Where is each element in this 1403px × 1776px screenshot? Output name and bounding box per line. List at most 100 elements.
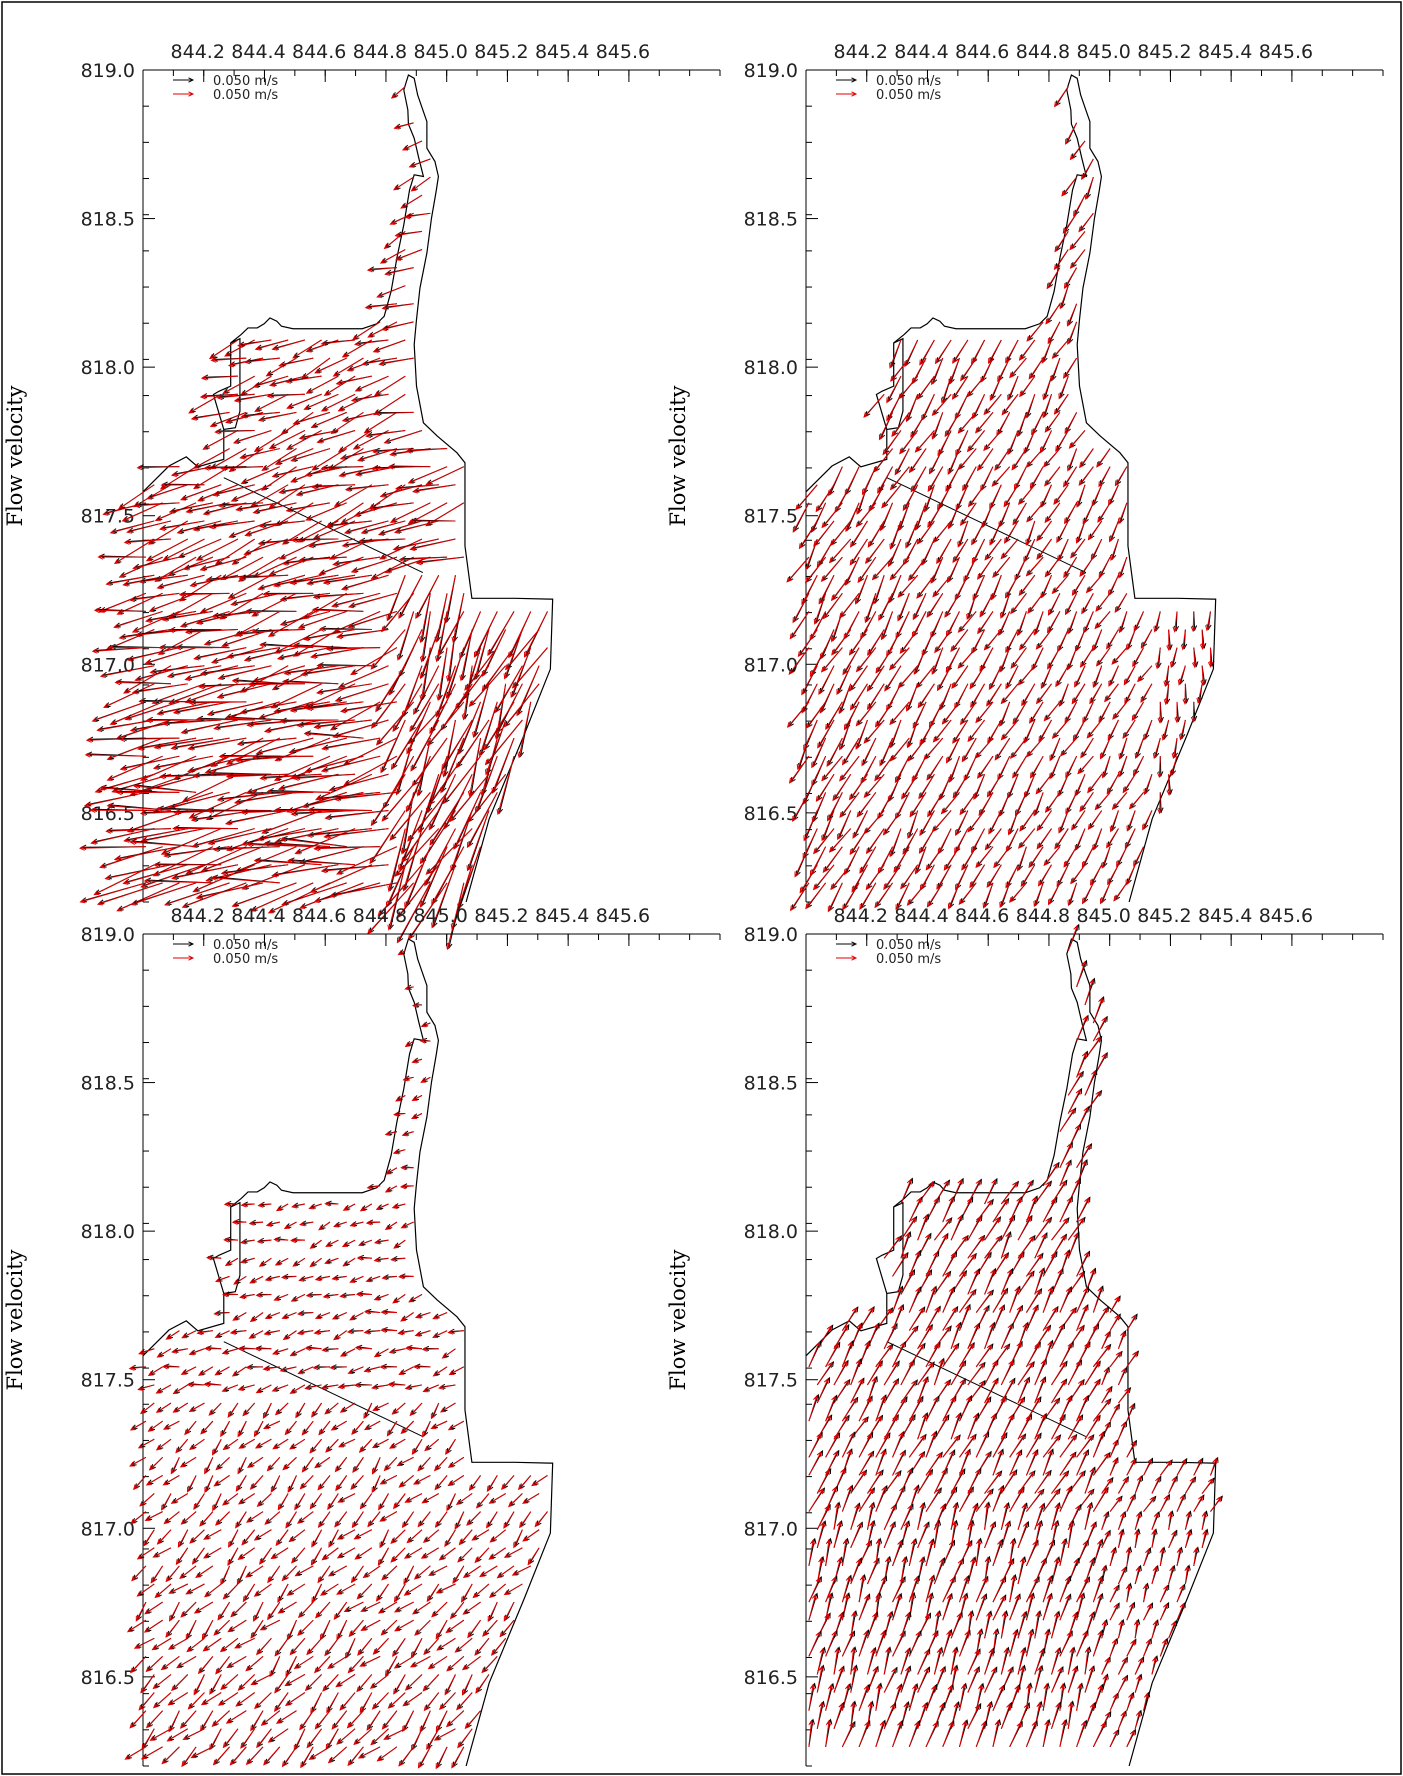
vector-arrow-red — [320, 1619, 331, 1641]
vector-arrow-red — [461, 1674, 473, 1696]
vector-arrow-red — [393, 1655, 414, 1669]
vector-arrow-red — [189, 1529, 205, 1544]
vector-arrow-red — [456, 1692, 473, 1711]
vector-arrow-red — [163, 1511, 180, 1525]
vector-arrow-red — [379, 1511, 398, 1522]
vector-arrow-red — [253, 1529, 272, 1541]
vector-arrow-red — [427, 1655, 448, 1670]
vector-arrow-red — [308, 538, 356, 549]
vector-arrow-red — [1005, 864, 1019, 889]
vector-arrow-red — [152, 1674, 172, 1690]
vector-arrow-red — [332, 357, 364, 377]
vector-arrow-red — [996, 412, 1011, 437]
vector-arrow-red — [310, 1547, 323, 1566]
vector-arrow-red — [932, 520, 952, 544]
vector-arrow-red — [314, 357, 347, 374]
vector-arrow-red — [1184, 1529, 1192, 1548]
vector-arrow-red — [1025, 448, 1044, 468]
vector-arrow-red — [1069, 231, 1086, 251]
vector-arrow-red — [235, 1511, 247, 1529]
vector-arrow-red — [364, 303, 397, 310]
vector-arrow-red — [971, 520, 986, 546]
legend-label: 0.050 m/s — [876, 74, 941, 89]
vector-arrow-red — [963, 556, 977, 583]
vector-arrow-red — [387, 464, 431, 470]
vector-arrow-red — [898, 375, 919, 400]
vector-arrow-red — [1017, 1215, 1031, 1241]
vector-arrow-red — [1114, 466, 1128, 487]
vector-arrow-red — [1080, 737, 1094, 759]
vector-arrow-red — [447, 1456, 465, 1468]
vector-arrow-red — [954, 683, 969, 709]
vector-arrow-red — [983, 430, 1002, 452]
vector-arrow-red — [1065, 792, 1078, 815]
vector-arrow-red — [250, 1710, 264, 1732]
vector-arrow-red — [1143, 774, 1153, 796]
vector-arrow-red — [833, 1360, 848, 1386]
vector-arrow-red — [237, 1384, 255, 1391]
vector-arrow-red — [1152, 737, 1161, 760]
vector-arrow-red — [366, 267, 397, 273]
vector-arrow-red — [244, 357, 280, 365]
vector-arrow-red — [403, 1565, 415, 1585]
vector-arrow-red — [399, 1183, 414, 1190]
vector-arrow-red — [176, 520, 222, 535]
vector-arrow-red — [952, 774, 969, 799]
vector-arrow-red — [273, 574, 322, 588]
vector-arrow-red — [170, 1493, 188, 1504]
vector-arrow-red — [245, 1565, 264, 1578]
vector-arrow-red — [200, 1692, 222, 1706]
vector-arrow-red — [330, 1420, 347, 1431]
vector-arrow-red — [997, 755, 1011, 781]
vector-arrow-red — [289, 574, 339, 586]
vector-arrow-red — [1062, 466, 1078, 488]
vector-arrow-red — [311, 1583, 323, 1604]
vector-arrow-red — [368, 502, 414, 511]
vector-arrow-red — [464, 1710, 481, 1730]
vector-arrow-red — [925, 1197, 939, 1223]
vector-arrow-red — [1059, 1486, 1071, 1512]
vector-arrow-red — [288, 1529, 306, 1543]
vector-arrow-red — [1009, 737, 1027, 759]
vector-arrow-red — [373, 375, 406, 397]
vector-arrow-red — [808, 1341, 821, 1368]
vector-arrow-red — [959, 792, 977, 816]
vector-arrow-red — [297, 1511, 314, 1524]
vector-arrow-red — [1117, 1566, 1126, 1585]
vector-arrow-red — [113, 610, 163, 629]
vector-arrow-red — [220, 1674, 239, 1691]
vector-arrow-red — [351, 1511, 364, 1529]
vector-arrow-red — [270, 1475, 281, 1493]
vector-arrow-red — [862, 466, 877, 496]
vector-arrow-red — [325, 520, 372, 529]
vector-arrow-red — [1028, 846, 1044, 869]
vector-arrow-red — [489, 1529, 506, 1543]
x-tick-label: 845.6 — [596, 905, 650, 927]
vector-arrow-red — [356, 1255, 372, 1261]
vector-arrow-red — [355, 1291, 372, 1297]
vector-arrow-red — [389, 502, 431, 523]
vector-arrow-red — [794, 846, 810, 878]
vector-arrow-red — [359, 1655, 381, 1667]
vector-arrow-red — [324, 1201, 339, 1207]
y-tick-label: 818.0 — [744, 357, 798, 379]
vector-arrow-red — [140, 1746, 163, 1760]
vector-arrow-red — [266, 393, 305, 399]
vector-arrow-red — [917, 683, 935, 709]
vector-arrow-red — [975, 1397, 990, 1422]
vector-arrow-red — [396, 1456, 414, 1467]
vector-arrow-red — [897, 574, 919, 598]
legend-arrow-black — [836, 941, 858, 947]
vector-arrow-red — [91, 701, 147, 723]
vector-arrow-red — [351, 1420, 364, 1436]
vector-arrow-red — [296, 1310, 314, 1317]
vector-arrow-red — [1106, 629, 1119, 650]
vector-arrow-red — [289, 1348, 306, 1357]
vector-arrow-red — [435, 1583, 456, 1594]
vector-arrow-red — [199, 393, 238, 400]
vector-arrow-red — [438, 1384, 456, 1390]
vector-arrow-red — [242, 1402, 256, 1417]
vector-arrow-red — [326, 1692, 339, 1714]
vector-arrow-red — [191, 1547, 205, 1565]
vector-arrow-red — [474, 1547, 490, 1564]
